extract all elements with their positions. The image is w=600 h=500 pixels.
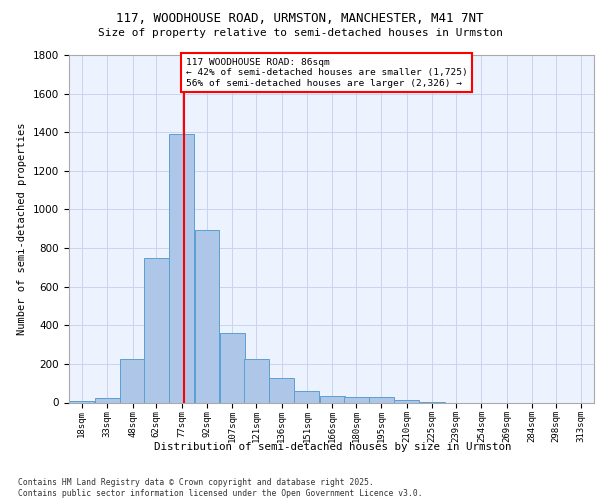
Bar [269,378,294,402]
Bar [295,391,319,402]
Bar [344,396,368,402]
Bar [244,359,269,403]
Bar [369,396,394,402]
Text: Size of property relative to semi-detached houses in Urmston: Size of property relative to semi-detach… [97,28,503,38]
Text: Distribution of semi-detached houses by size in Urmston: Distribution of semi-detached houses by … [154,442,512,452]
Text: 117 WOODHOUSE ROAD: 86sqm
← 42% of semi-detached houses are smaller (1,725)
56% : 117 WOODHOUSE ROAD: 86sqm ← 42% of semi-… [186,58,467,88]
Bar [144,258,169,402]
Bar [120,359,145,403]
Bar [95,398,119,402]
Bar [69,400,94,402]
Bar [394,400,419,402]
Text: 117, WOODHOUSE ROAD, URMSTON, MANCHESTER, M41 7NT: 117, WOODHOUSE ROAD, URMSTON, MANCHESTER… [116,12,484,26]
Bar [220,333,245,402]
Bar [169,134,194,402]
Bar [194,230,220,402]
Text: Contains HM Land Registry data © Crown copyright and database right 2025.
Contai: Contains HM Land Registry data © Crown c… [18,478,422,498]
Y-axis label: Number of semi-detached properties: Number of semi-detached properties [17,122,28,335]
Bar [320,396,345,402]
